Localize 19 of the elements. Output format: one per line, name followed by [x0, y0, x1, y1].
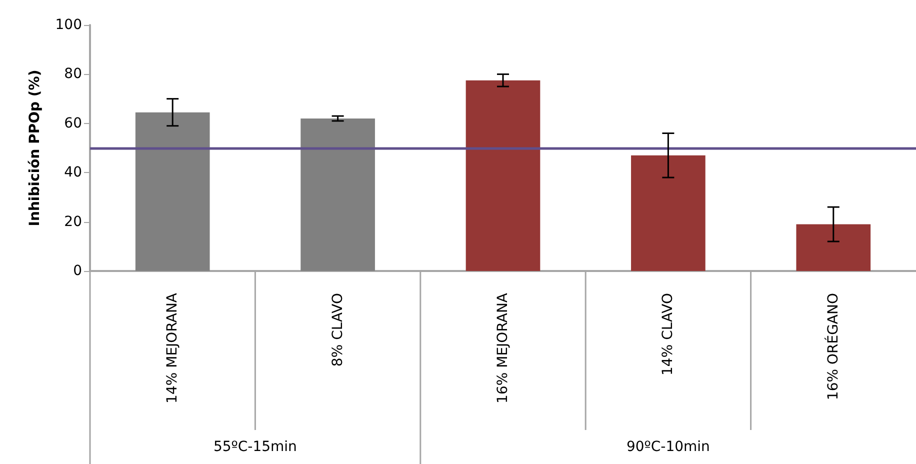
bar [631, 155, 706, 271]
x-tick-label: 8% CLAVO [330, 293, 346, 367]
y-tick-label: 60 [64, 115, 82, 132]
x-tick-label: 14% CLAVO [660, 293, 676, 376]
text: 90ºC-10min [626, 439, 710, 455]
y-tick-label: 80 [64, 66, 82, 82]
y-tick-label: 0 [73, 263, 82, 279]
bar [466, 80, 540, 271]
x-tick-label: 16% MEJORANA [495, 292, 511, 404]
x-tick-label: 16% ORÉGANO [824, 293, 842, 400]
y-axis-title: Inhibición PPOp (%) [27, 70, 43, 226]
y-tick-label: 20 [64, 214, 82, 230]
x-tick-label: 14% MEJORANA [164, 292, 181, 404]
y-tick-label: 40 [64, 164, 82, 181]
bar [135, 112, 210, 271]
bar [796, 224, 871, 271]
bar [300, 118, 375, 271]
y-tick-label: 100 [55, 17, 82, 33]
text: 55ºC-15min [213, 439, 297, 455]
